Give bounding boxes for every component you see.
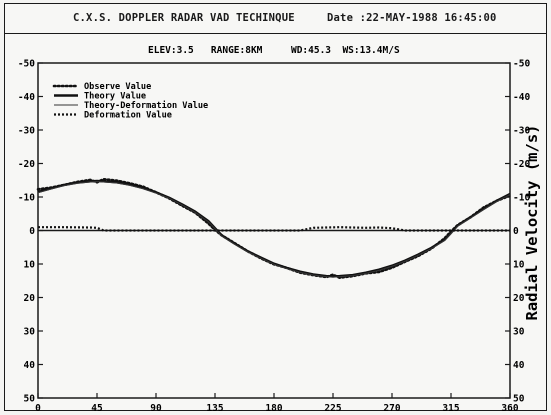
header-date: Date :22-MAY-1988 16:45:00 [327, 12, 497, 24]
y-tick-label-left: -10 [18, 193, 35, 204]
y-tick-label-left: -40 [18, 92, 35, 103]
y-tick-label-right: 10 [513, 260, 525, 271]
header-bar: C.X.S. DOPPLER RADAR VAD TECHINQUE Date … [5, 4, 546, 34]
y-tick-label-left: 50 [24, 394, 36, 405]
y-axis-label: Radial Velocity (m/s) [523, 125, 541, 321]
y-tick-label-right: -50 [513, 59, 530, 70]
x-tick-label: 0 [35, 403, 41, 414]
legend-label: Observe Value [84, 82, 151, 92]
x-tick-label: 315 [442, 403, 459, 414]
y-tick-label-right: 0 [513, 226, 519, 237]
x-tick-label: 135 [206, 403, 223, 414]
x-tick-label: 360 [501, 403, 518, 414]
x-tick-label: 270 [383, 403, 400, 414]
x-tick-label: 225 [324, 403, 341, 414]
series-line-1 [37, 179, 511, 278]
y-tick-label-right: 50 [513, 394, 525, 405]
y-tick-label-right: 30 [513, 327, 525, 338]
y-tick-label-right: 40 [513, 360, 525, 371]
y-tick-label-left: 40 [24, 360, 36, 371]
y-tick-label-left: -50 [18, 59, 35, 70]
series-line-3 [38, 226, 510, 232]
chart-params: ELEV:3.5 RANGE:8KM WD:45.3 WS:13.4M/S [148, 45, 400, 56]
y-tick-label-right: -30 [513, 126, 530, 137]
y-tick-label-right: -20 [513, 159, 530, 170]
y-tick-label-left: 10 [24, 260, 36, 271]
y-tick-label-left: 0 [29, 226, 35, 237]
legend-label: Theory Value [84, 92, 146, 102]
header-title: C.X.S. DOPPLER RADAR VAD TECHINQUE [73, 12, 295, 24]
y-tick-label-left: -30 [18, 126, 35, 137]
legend-label: Deformation Value [84, 110, 172, 121]
x-tick-label: 180 [265, 403, 282, 414]
series-line-2 [37, 181, 511, 278]
x-tick-label: 45 [91, 403, 103, 414]
legend-label: Theory-Deformation Value [84, 100, 208, 111]
y-tick-label-left: -20 [18, 159, 35, 170]
figure-frame: C.X.S. DOPPLER RADAR VAD TECHINQUE Date … [4, 3, 547, 411]
y-tick-label-left: 30 [24, 327, 36, 338]
y-tick-label-right: -10 [513, 193, 530, 204]
y-tick-label-right: -40 [513, 92, 530, 103]
y-tick-label-right: 20 [513, 293, 525, 304]
x-tick-label: 90 [150, 403, 162, 414]
y-tick-label-left: 20 [24, 293, 36, 304]
